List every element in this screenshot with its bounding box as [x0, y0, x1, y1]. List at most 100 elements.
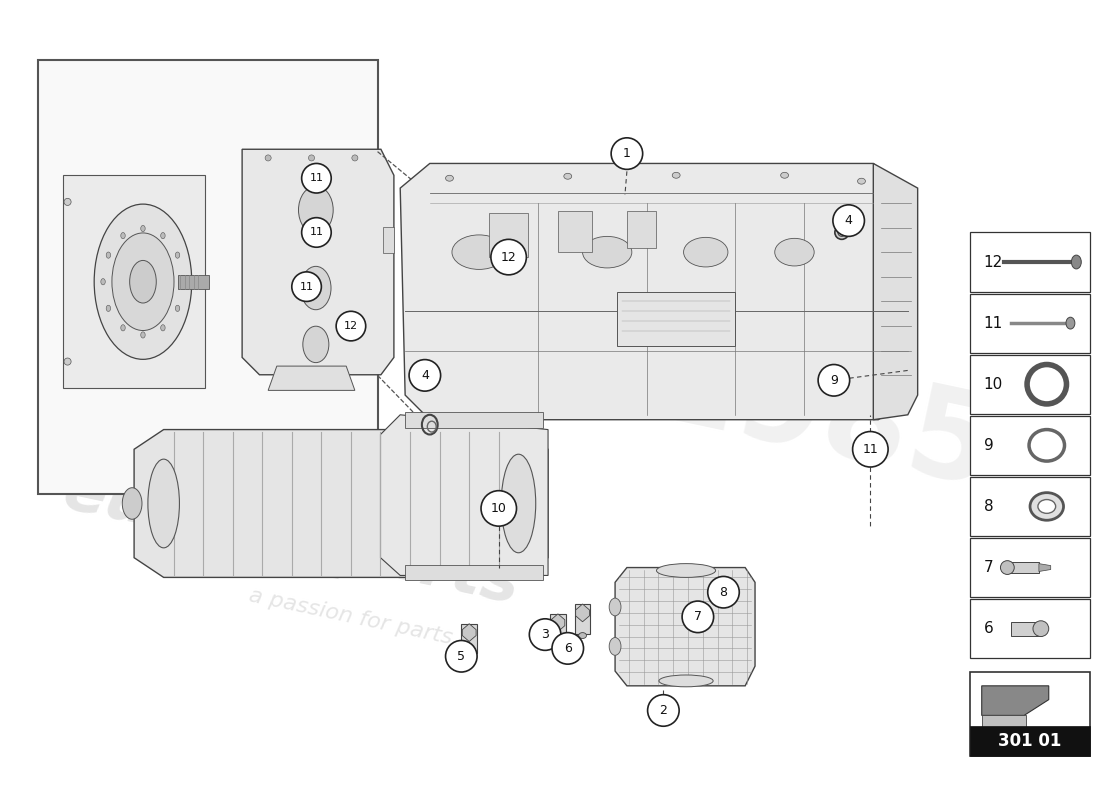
Bar	[627, 210, 657, 248]
Text: 11: 11	[983, 316, 1003, 330]
Bar	[970, 599, 1090, 658]
Circle shape	[446, 641, 477, 672]
Ellipse shape	[781, 172, 789, 178]
Ellipse shape	[835, 226, 849, 239]
Text: 6: 6	[983, 621, 993, 636]
Text: 12: 12	[344, 321, 358, 331]
Ellipse shape	[1071, 255, 1081, 269]
Polygon shape	[381, 414, 548, 575]
Ellipse shape	[465, 652, 473, 658]
Ellipse shape	[300, 266, 331, 310]
Polygon shape	[268, 366, 355, 390]
Ellipse shape	[141, 226, 145, 232]
Bar	[970, 538, 1090, 597]
Bar	[970, 416, 1090, 475]
Text: 11: 11	[309, 174, 323, 183]
Circle shape	[818, 365, 849, 396]
Ellipse shape	[1001, 561, 1014, 574]
Text: 9: 9	[983, 438, 993, 453]
Ellipse shape	[107, 252, 111, 258]
Bar	[1008, 562, 1038, 574]
Text: 10: 10	[491, 502, 507, 515]
Ellipse shape	[1066, 318, 1075, 329]
Ellipse shape	[302, 326, 329, 362]
Ellipse shape	[161, 325, 165, 331]
Text: 11: 11	[299, 282, 314, 292]
Text: 11: 11	[309, 227, 323, 238]
Ellipse shape	[579, 633, 586, 638]
Ellipse shape	[502, 454, 536, 553]
Circle shape	[409, 359, 441, 391]
Ellipse shape	[564, 174, 572, 179]
Bar	[574, 604, 591, 634]
Ellipse shape	[583, 236, 631, 268]
Ellipse shape	[452, 235, 506, 270]
Polygon shape	[242, 150, 394, 374]
Circle shape	[301, 163, 331, 193]
Ellipse shape	[446, 175, 453, 181]
Text: 9: 9	[829, 374, 838, 386]
Polygon shape	[551, 614, 564, 632]
Circle shape	[529, 619, 561, 650]
Ellipse shape	[352, 155, 358, 161]
Bar	[178, 274, 209, 289]
Bar	[63, 175, 205, 388]
Bar	[970, 233, 1090, 291]
Text: 8: 8	[719, 586, 727, 598]
Ellipse shape	[1038, 499, 1056, 514]
Polygon shape	[873, 163, 917, 420]
Text: 10: 10	[983, 377, 1003, 392]
Text: 3: 3	[541, 628, 549, 641]
Ellipse shape	[180, 278, 185, 285]
Ellipse shape	[175, 306, 179, 311]
Text: eurocarparts: eurocarparts	[57, 459, 526, 617]
Text: 4: 4	[845, 214, 853, 227]
Bar	[1011, 622, 1038, 635]
Ellipse shape	[1030, 493, 1064, 520]
Bar	[558, 210, 593, 252]
Circle shape	[648, 694, 679, 726]
Ellipse shape	[672, 172, 680, 178]
Text: 301 01: 301 01	[999, 732, 1062, 750]
Ellipse shape	[147, 459, 179, 548]
Bar	[970, 354, 1090, 414]
Ellipse shape	[130, 261, 156, 303]
Bar	[970, 726, 1090, 756]
Bar	[405, 412, 543, 427]
Ellipse shape	[659, 675, 713, 687]
Polygon shape	[462, 624, 476, 642]
Text: a passion for parts: a passion for parts	[248, 586, 454, 648]
Circle shape	[301, 218, 331, 247]
Bar	[970, 672, 1090, 756]
Ellipse shape	[112, 233, 174, 330]
Ellipse shape	[161, 233, 165, 238]
Ellipse shape	[858, 178, 866, 184]
Bar	[488, 213, 528, 257]
Polygon shape	[615, 567, 755, 686]
Bar	[970, 294, 1090, 353]
Ellipse shape	[107, 306, 111, 311]
Ellipse shape	[64, 358, 72, 365]
Text: 5: 5	[458, 650, 465, 662]
Ellipse shape	[298, 186, 333, 234]
Bar	[37, 60, 377, 494]
Ellipse shape	[609, 598, 622, 616]
Bar	[461, 624, 477, 654]
Circle shape	[481, 490, 517, 526]
Ellipse shape	[657, 564, 716, 578]
Text: 7: 7	[694, 610, 702, 623]
Polygon shape	[575, 604, 590, 622]
Polygon shape	[981, 686, 1048, 715]
Text: 6: 6	[564, 642, 572, 655]
Ellipse shape	[122, 488, 142, 519]
Bar	[970, 477, 1090, 536]
Bar	[617, 291, 735, 346]
Text: 1985: 1985	[641, 324, 1006, 515]
Ellipse shape	[95, 204, 191, 359]
Ellipse shape	[1033, 621, 1048, 637]
Text: 12: 12	[500, 250, 517, 263]
Circle shape	[852, 431, 888, 467]
Ellipse shape	[64, 198, 72, 206]
Bar	[405, 565, 543, 580]
Ellipse shape	[683, 238, 728, 267]
